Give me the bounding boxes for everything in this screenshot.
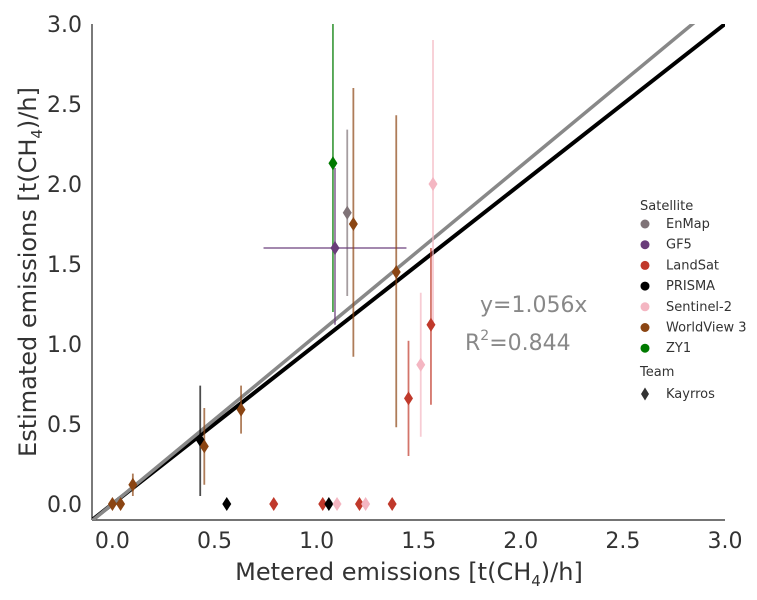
y-tick-label: 2.5 [47, 93, 82, 118]
x-tick-label: 3.0 [708, 529, 743, 554]
legend-marker [640, 219, 650, 229]
x-tick-label: 2.0 [503, 529, 538, 554]
r-squared-value: =0.844 [489, 331, 570, 356]
x-tick-labels: 0.0 0.5 1.0 1.5 2.0 2.5 3.0 [95, 529, 743, 554]
x-axis-label-sub: 4 [531, 572, 541, 590]
x-axis-label-end: )/h] [541, 558, 583, 586]
data-point-landsat [387, 497, 397, 511]
y-axis-label-end: )/h] [14, 87, 42, 129]
legend: Satellite EnMap GF5 LandSat PRISMA Sentinel-… [639, 199, 747, 402]
x-axis-label: Metered emissions [t(CH4)/h] [235, 558, 583, 590]
data-point-sentinel-2 [361, 497, 371, 511]
legend-team-items: Kayrros [641, 387, 715, 402]
x-tick-label: 0.0 [95, 529, 130, 554]
y-axis-label-main: Estimated emissions [t(CH [14, 139, 42, 457]
y-tick-label: 2.0 [47, 173, 82, 198]
legend-label: GF5 [666, 238, 692, 253]
r-squared-sup: 2 [480, 328, 489, 344]
legend-marker [640, 260, 650, 270]
legend-marker [640, 281, 650, 291]
legend-label: LandSat [666, 258, 719, 273]
legend-satellite-items: EnMap GF5 LandSat PRISMA Sentinel-2 WorldView… [640, 217, 747, 356]
error-bars [131, 24, 434, 496]
data-point-landsat [354, 497, 364, 511]
data-point-gf5 [330, 241, 340, 255]
y-axis-label: Estimated emissions [t(CH4)/h] [14, 87, 46, 457]
data-point-landsat [318, 497, 328, 511]
data-point-prisma [222, 497, 232, 511]
data-point-sentinel-2 [332, 497, 342, 511]
legend-marker [640, 323, 650, 332]
y-tick-label: 1.5 [47, 253, 82, 278]
data-point-worldview-3 [116, 497, 126, 511]
data-point-landsat [269, 497, 279, 511]
y-axis-label-sub: 4 [28, 129, 46, 139]
data-point-worldview-3 [107, 497, 117, 511]
data-point-landsat [404, 391, 413, 406]
x-tick-label: 0.5 [197, 529, 232, 554]
data-point-worldview-3 [128, 477, 138, 492]
legend-title-team: Team [639, 365, 674, 380]
data-point-zy1 [328, 156, 338, 171]
fit-equation-annotation: y=1.056x [480, 293, 587, 318]
y-tick-label: 0.5 [47, 413, 82, 438]
legend-label: Kayrros [666, 387, 715, 402]
data-point-landsat [426, 317, 436, 332]
r-squared-annotation: R2=0.844 [465, 328, 571, 356]
fit-line [92, 24, 696, 520]
legend-marker [641, 387, 649, 401]
legend-label: Sentinel-2 [666, 300, 732, 315]
x-tick-label: 2.5 [605, 529, 640, 554]
legend-title-satellite: Satellite [640, 199, 693, 214]
data-point-prisma [324, 497, 334, 511]
data-point-worldview-3 [391, 265, 401, 279]
data-point-sentinel-2 [416, 357, 426, 372]
legend-label: PRISMA [666, 279, 715, 294]
r-squared-prefix: R [465, 331, 480, 356]
legend-label: ZY1 [666, 341, 691, 356]
legend-marker [640, 343, 650, 353]
y-tick-label: 0.0 [47, 493, 82, 518]
data-point-sentinel-2 [428, 177, 438, 191]
y-tick-labels: 0.0 0.5 1.0 1.5 2.0 2.5 3.0 [47, 13, 82, 518]
y-tick-label: 1.0 [47, 333, 82, 358]
axes [91, 24, 725, 521]
x-axis-label-main: Metered emissions [t(CH [235, 558, 531, 586]
x-tick-label: 1.5 [401, 529, 436, 554]
legend-label: EnMap [666, 217, 710, 232]
data-point-worldview-3 [236, 402, 246, 417]
legend-marker [640, 240, 650, 250]
legend-marker [640, 302, 650, 312]
data-points [107, 156, 438, 511]
y-tick-label: 3.0 [47, 13, 82, 38]
data-point-worldview-3 [348, 217, 358, 231]
legend-label: WorldView 3 [666, 321, 747, 336]
x-tick-label: 1.0 [299, 529, 334, 554]
data-point-enmap [342, 205, 352, 220]
data-point-worldview-3 [199, 439, 209, 454]
